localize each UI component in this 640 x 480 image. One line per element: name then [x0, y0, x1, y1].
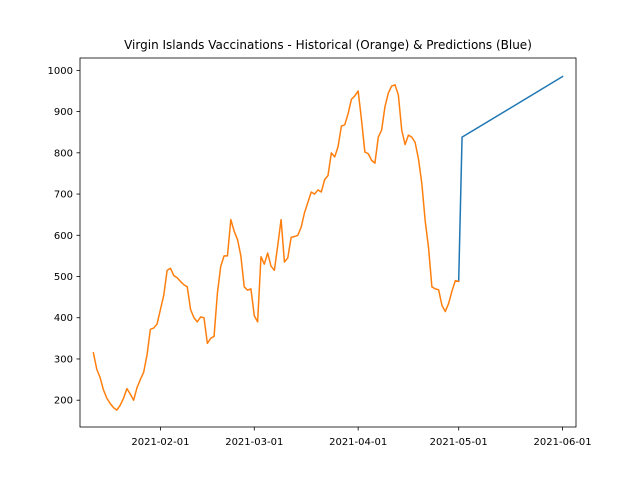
y-tick-label: 900	[54, 107, 73, 118]
plot-area	[92, 75, 564, 411]
y-tick-label: 500	[54, 272, 73, 283]
chart-title: Virgin Islands Vaccinations - Historical…	[124, 38, 532, 52]
x-tick-label: 2021-05-01	[430, 437, 488, 448]
x-tick-label: 2021-03-01	[225, 437, 283, 448]
y-tick-label: 300	[54, 354, 73, 365]
axes-frame	[79, 57, 577, 428]
y-tick-label: 800	[54, 148, 73, 159]
x-tick-label: 2021-06-01	[534, 437, 592, 448]
y-tick-label: 200	[54, 396, 73, 407]
x-axis: 2021-02-01 2021-03-01 2021-04-01 2021-05-01…	[131, 427, 592, 448]
y-tick-label: 400	[54, 313, 73, 324]
y-tick-label: 700	[54, 190, 73, 201]
y-axis: 200 300 400 500 600 700 800 900 1000	[48, 66, 80, 407]
series-line-1	[92, 84, 460, 411]
series-line-0	[457, 75, 564, 282]
x-tick-label: 2021-02-01	[131, 437, 189, 448]
x-tick-label: 2021-04-01	[329, 437, 387, 448]
y-tick-label: 600	[54, 231, 73, 242]
y-tick-label: 1000	[48, 66, 73, 77]
